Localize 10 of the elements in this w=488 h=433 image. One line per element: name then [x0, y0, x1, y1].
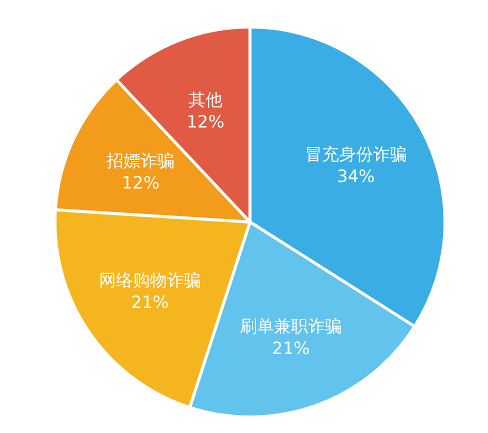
slice-label: 网络购物诈骗	[99, 270, 202, 291]
data-label: 21%	[131, 292, 169, 313]
data-label: 12%	[122, 174, 160, 194]
slice-label: 冒充身份诈骗	[304, 144, 407, 165]
slice-label: 招嫖诈骗	[106, 152, 175, 172]
data-label: 12%	[186, 112, 224, 133]
slice-label: 其他	[188, 90, 222, 111]
slice-label: 刷单兼职诈骗	[240, 316, 342, 337]
data-label: 21%	[272, 338, 310, 359]
data-label: 34%	[337, 166, 375, 187]
